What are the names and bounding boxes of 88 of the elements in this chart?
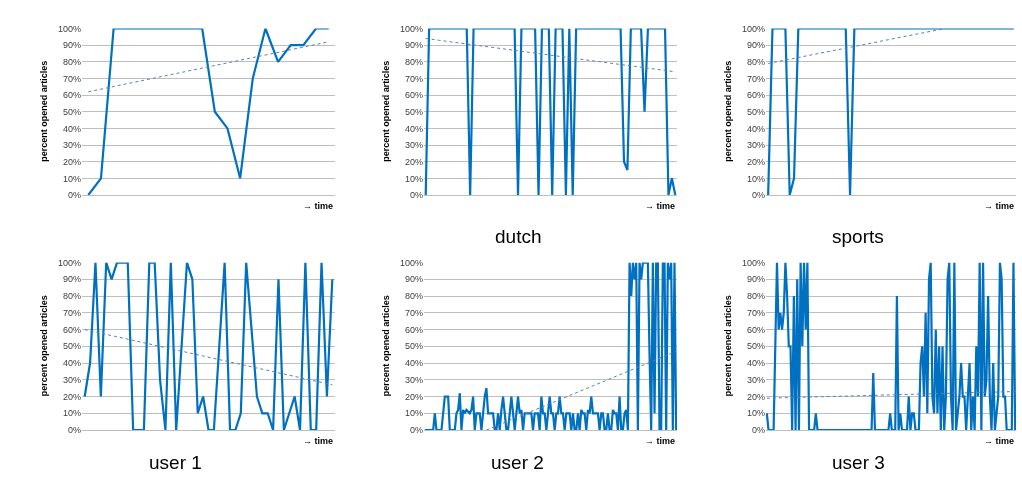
x-axis-title: → time	[984, 436, 1015, 446]
y-tick-label: 20%	[746, 156, 765, 167]
text: sports	[832, 226, 884, 247]
y-tick-label: 40%	[746, 123, 765, 134]
y-tick-label: 20%	[62, 391, 81, 402]
y-axis-title: percent opened articles	[38, 295, 49, 397]
y-tick-label: 50%	[404, 341, 423, 352]
text: user 3	[832, 452, 885, 473]
x-axis-title: → time	[984, 201, 1015, 211]
y-tick-label: 100%	[741, 23, 765, 34]
y-tick-label: 80%	[746, 291, 765, 302]
y-tick-label: 20%	[746, 391, 765, 402]
y-tick-label: 0%	[409, 425, 423, 436]
y-tick-label: 70%	[62, 73, 81, 84]
y-tick-label: 70%	[746, 73, 765, 84]
y-tick-label: 40%	[746, 358, 765, 369]
text: user 1	[149, 452, 202, 473]
y-tick-label: 0%	[751, 190, 765, 201]
y-tick-label: 40%	[62, 358, 81, 369]
y-tick-label: 100%	[741, 257, 765, 268]
y-tick-label: 80%	[404, 291, 423, 302]
y-axis-title: percent opened articles	[381, 60, 392, 162]
y-tick-label: 90%	[62, 40, 81, 51]
line-series	[83, 262, 334, 431]
y-tick-label: 0%	[67, 190, 81, 201]
y-tick-label: 50%	[62, 106, 81, 117]
y-tick-label: 30%	[746, 374, 765, 385]
y-tick-label: 60%	[746, 90, 765, 101]
y-tick-label: 30%	[746, 140, 765, 151]
y-tick-label: 90%	[746, 40, 765, 51]
y-axis-title: percent opened articles	[380, 295, 391, 397]
y-tick-label: 50%	[404, 106, 423, 117]
text: user 2	[491, 452, 544, 473]
y-tick-label: 100%	[399, 23, 423, 34]
y-tick-label: 80%	[62, 291, 81, 302]
y-tick-label: 30%	[404, 374, 423, 385]
y-tick-label: 80%	[404, 56, 423, 67]
y-tick-label: 60%	[404, 90, 423, 101]
y-tick-label: 60%	[62, 324, 81, 335]
y-tick-label: 90%	[746, 274, 765, 285]
y-tick-label: 20%	[404, 156, 423, 167]
y-tick-label: 100%	[57, 23, 81, 34]
y-tick-label: 60%	[62, 90, 81, 101]
y-tick-label: 50%	[746, 341, 765, 352]
y-tick-label: 10%	[62, 408, 81, 419]
y-tick-label: 60%	[404, 324, 423, 335]
y-tick-label: 90%	[404, 274, 423, 285]
y-tick-label: 70%	[404, 307, 423, 318]
y-tick-label: 100%	[57, 257, 81, 268]
line-series	[424, 28, 677, 195]
y-tick-label: 90%	[404, 40, 423, 51]
y-tick-label: 80%	[62, 56, 81, 67]
x-axis-title: → time	[303, 436, 334, 446]
y-tick-label: 10%	[746, 408, 765, 419]
y-tick-label: 70%	[746, 307, 765, 318]
y-tick-label: 40%	[62, 123, 81, 134]
y-tick-label: 10%	[746, 173, 765, 184]
x-axis-title: → time	[645, 201, 676, 211]
line-series	[87, 28, 330, 195]
y-tick-label: 10%	[62, 173, 81, 184]
line-series	[424, 262, 677, 431]
y-axis-title: percent opened articles	[723, 60, 734, 162]
y-tick-label: 0%	[751, 425, 765, 436]
y-tick-label: 100%	[399, 257, 423, 268]
y-axis-title: percent opened articles	[39, 60, 50, 162]
x-axis-title: → time	[303, 201, 334, 211]
y-tick-label: 50%	[62, 341, 81, 352]
y-tick-label: 30%	[404, 140, 423, 151]
y-tick-label: 20%	[62, 156, 81, 167]
y-tick-label: 0%	[67, 425, 81, 436]
x-axis-title: → time	[645, 436, 676, 446]
y-tick-label: 50%	[746, 106, 765, 117]
y-tick-label: 70%	[62, 307, 81, 318]
y-tick-label: 10%	[404, 173, 423, 184]
y-tick-label: 0%	[409, 190, 423, 201]
y-tick-label: 20%	[404, 391, 423, 402]
y-tick-label: 30%	[62, 140, 81, 151]
y-tick-label: 30%	[62, 374, 81, 385]
y-tick-label: 60%	[746, 324, 765, 335]
y-tick-label: 40%	[404, 123, 423, 134]
y-tick-label: 40%	[404, 358, 423, 369]
text: dutch	[495, 226, 542, 247]
y-tick-label: 10%	[404, 408, 423, 419]
y-tick-label: 90%	[62, 274, 81, 285]
y-tick-label: 70%	[404, 73, 423, 84]
y-axis-title: percent opened articles	[722, 295, 733, 397]
y-tick-label: 80%	[746, 56, 765, 67]
line-series	[766, 262, 1016, 431]
